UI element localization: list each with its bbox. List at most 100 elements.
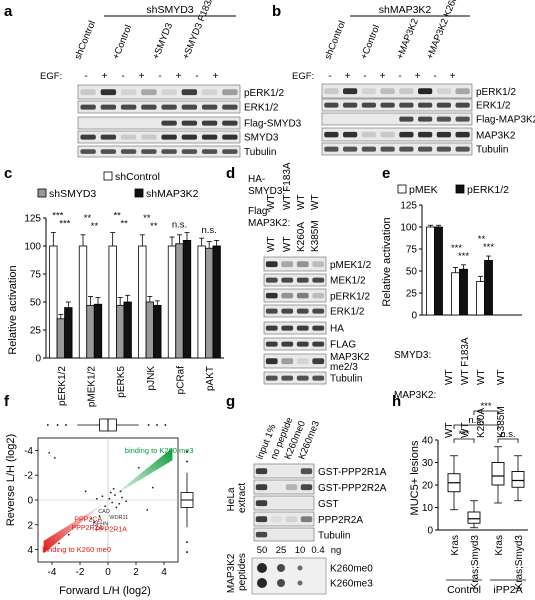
dilution-label: 10 <box>295 545 306 556</box>
band <box>343 146 358 152</box>
scatter-point <box>67 533 70 536</box>
band <box>296 261 309 268</box>
y-axis-label: Relative activation <box>7 265 19 354</box>
band <box>343 131 358 138</box>
band-label: pMEK1/2 <box>330 260 372 271</box>
egf-sign: + <box>415 71 421 82</box>
bar <box>153 304 162 359</box>
scatter-point <box>90 517 93 520</box>
bar <box>182 239 192 359</box>
side-label-line: extract <box>237 483 248 513</box>
band-label: Tubulin <box>244 147 276 158</box>
band <box>455 131 470 138</box>
me0-wedge <box>43 502 106 554</box>
blot-strip <box>321 112 473 126</box>
band <box>222 104 238 110</box>
band-label: me2/3 <box>330 362 358 373</box>
legend-label: shControl <box>115 171 160 183</box>
band-label: SMYD3 <box>244 133 279 144</box>
condition-value: WT <box>444 422 455 438</box>
dot-blot: K260me0 K260me3 <box>251 557 373 595</box>
marginal-outlier <box>186 541 188 544</box>
blot-strip <box>321 142 473 156</box>
panel-letter: g <box>226 393 235 410</box>
band <box>281 375 294 381</box>
marginal-outlier <box>46 424 49 426</box>
scatter-point <box>93 521 95 524</box>
comparison-bracket <box>497 438 519 443</box>
group-label: Control <box>447 584 481 596</box>
y-tick-label: 0 <box>27 496 33 507</box>
scatter-point <box>119 490 122 493</box>
band <box>120 89 137 96</box>
condition-value: WT F183A <box>282 162 293 210</box>
blot-strip <box>253 463 315 479</box>
band <box>324 146 339 152</box>
band-label: ERK1/2 <box>244 103 279 114</box>
bar <box>451 272 460 316</box>
egf-label: EGF: <box>40 71 62 82</box>
condition-value: K260A <box>296 222 307 252</box>
scatter-point <box>118 502 121 505</box>
blot-strip <box>263 273 327 287</box>
band <box>265 308 278 314</box>
marginal-outlier <box>186 551 188 553</box>
bar <box>86 304 95 359</box>
band <box>361 88 376 95</box>
band <box>312 358 325 365</box>
lane-header: +Control <box>111 23 135 61</box>
panel-letter: d <box>226 165 235 182</box>
band <box>285 516 298 523</box>
bar <box>108 245 117 359</box>
band <box>80 89 96 96</box>
x-tick-label: -2 <box>76 567 85 578</box>
legend: pMEK pERK1/2 <box>397 184 509 196</box>
box <box>511 471 525 488</box>
significance-label: ** <box>91 221 99 232</box>
marginal-outlier <box>65 424 67 426</box>
band <box>255 500 268 507</box>
x-tick-label: -4 <box>48 567 57 578</box>
band <box>120 149 137 154</box>
band <box>222 134 238 140</box>
marginal-outlier <box>164 424 167 426</box>
group-label: shSMYD3 <box>146 4 193 16</box>
western-blot <box>77 84 241 158</box>
row-label: SMYD3: <box>394 350 431 361</box>
band-label: pERK1/2 <box>244 88 284 99</box>
band <box>80 104 96 110</box>
condition-value: WT <box>496 369 507 385</box>
row-label: MAP3K2: <box>394 390 436 401</box>
scatter-point <box>125 500 128 503</box>
band <box>436 102 451 108</box>
scatter-point <box>53 456 56 459</box>
band <box>380 131 395 138</box>
legend-label: pMEK <box>409 184 438 196</box>
band <box>361 131 376 138</box>
significance-label: n.s. <box>500 429 515 440</box>
x-tick-label: pCRaf <box>176 366 187 395</box>
protein-label: CAD <box>98 509 110 515</box>
significance-label: *** <box>483 242 494 253</box>
egf-sign: + <box>450 71 456 82</box>
blot-strip <box>77 116 241 130</box>
band-labels: pERK1/2 ERK1/2 Flag-SMYD3 SMYD3 Tubulin <box>244 88 302 158</box>
band <box>100 134 117 140</box>
band <box>161 120 177 126</box>
blot-strip <box>77 84 241 100</box>
blot-strip <box>263 353 327 369</box>
protein-label: PPP2CA <box>74 517 102 524</box>
band <box>265 292 278 299</box>
condition-value: K385M <box>496 406 507 438</box>
bar <box>49 245 58 359</box>
legend-swatch <box>455 184 465 194</box>
group-label: shMAP3K2 <box>379 4 432 16</box>
side-label-line: HeLa <box>226 487 237 511</box>
band <box>361 102 376 108</box>
condition-value: WT <box>266 236 277 252</box>
legend-swatch <box>37 188 47 198</box>
band <box>181 149 198 154</box>
band-label: Tubulin <box>318 530 350 541</box>
